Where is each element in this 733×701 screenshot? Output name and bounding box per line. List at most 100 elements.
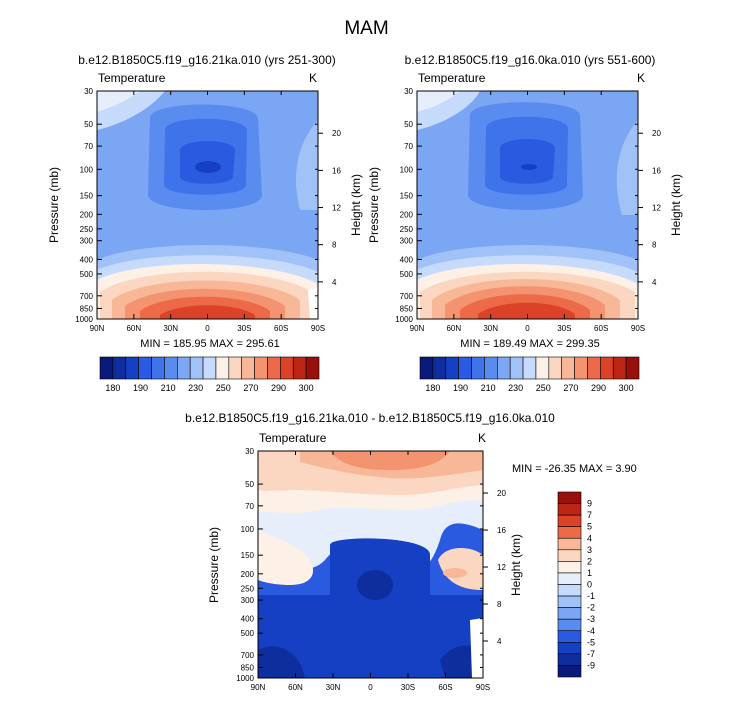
colorbar-label: -5 [587, 637, 595, 647]
y-tick-label: 70 [245, 502, 254, 511]
colorbar-label: 5 [587, 522, 592, 532]
colorbar-swatch [112, 356, 127, 380]
y-tick-label: 300 [400, 237, 414, 246]
colorbar-label: 3 [587, 545, 592, 555]
colorbar-swatch [557, 491, 582, 504]
y-tick-label: 30 [245, 447, 254, 456]
panel3-x-axis: 90N 60N 30N 0 30S 60S 90S [251, 451, 490, 692]
panel1-colorbar-labels: 180 190 210 230 250 270 290 300 [105, 383, 313, 393]
colorbar-swatch [557, 549, 582, 562]
x-tick-label: 90S [476, 683, 490, 692]
panel2-colorbar [419, 356, 640, 380]
panel1-y-axis: 30 50 70 100 150 200 250 300 400 500 700 850 1000 [75, 87, 318, 324]
panel1-fill-l8 [160, 305, 255, 319]
panel1-height-axis: 20 16 12 8 4 [318, 129, 341, 287]
y-tick-label: 850 [80, 304, 94, 313]
colorbar-swatch [189, 356, 204, 380]
y-tick-label: 250 [241, 584, 255, 593]
x-tick-label: 60N [126, 324, 141, 333]
colorbar-swatch [625, 356, 640, 380]
height-tick-label: 4 [652, 278, 657, 287]
colorbar-label: 190 [453, 383, 468, 393]
x-tick-label: 60N [288, 683, 303, 692]
colorbar-label: 180 [425, 383, 440, 393]
colorbar-swatch [557, 526, 582, 539]
panel2-fill-l8 [478, 302, 575, 319]
panel1-fill-cold-4 [195, 161, 221, 173]
panel2-x-axis: 90N 60N 30N 0 30S 60S 90S [410, 91, 645, 333]
x-tick-label: 90N [90, 324, 105, 333]
y-tick-label: 700 [241, 651, 255, 660]
height-tick-label: 12 [332, 204, 341, 213]
colorbar-label: 290 [271, 383, 286, 393]
colorbar-swatch [138, 356, 152, 380]
colorbar-swatch [557, 618, 582, 632]
height-tick-label: 20 [497, 489, 506, 498]
panel3: b.e12.B1850C5.f19_g16.21ka.010 - b.e12.B… [185, 411, 637, 692]
colorbar-swatch [215, 356, 230, 380]
panel3-fill-left-warm [258, 530, 314, 585]
colorbar-swatch [419, 356, 434, 380]
y-tick-label: 1000 [395, 315, 413, 324]
colorbar-swatch [484, 356, 498, 380]
colorbar-swatch [471, 356, 485, 380]
panel2: b.e12.B1850C5.f19_g16.0ka.010 (yrs 551-6… [367, 53, 683, 393]
y-tick-label: 300 [241, 596, 255, 605]
colorbar-label: -9 [587, 660, 595, 670]
colorbar-swatch [267, 356, 281, 380]
panel1: b.e12.B1850C5.f19_g16.21ka.010 (yrs 251-… [47, 53, 363, 393]
panel1-right-label: K [309, 71, 317, 85]
colorbar-swatch [280, 356, 294, 380]
height-tick-label: 16 [652, 166, 661, 175]
colorbar-swatch [557, 572, 582, 585]
x-tick-label: 30N [326, 683, 341, 692]
panel2-ylabel-right: Height (km) [669, 174, 683, 236]
y-tick-label: 150 [241, 551, 255, 560]
y-tick-label: 100 [400, 165, 414, 174]
panel3-fill-right-warm-2 [443, 568, 467, 578]
height-tick-label: 8 [497, 600, 502, 609]
y-tick-label: 100 [80, 165, 94, 174]
colorbar-swatch [587, 356, 601, 380]
colorbar-swatch [557, 665, 582, 678]
colorbar-swatch [151, 356, 165, 380]
panel3-fill-warm-4 [330, 451, 450, 470]
colorbar-label: 300 [619, 383, 634, 393]
colorbar-swatch [574, 356, 588, 380]
y-tick-label: 700 [400, 292, 414, 301]
panel1-ylabel: Pressure (mb) [47, 167, 61, 243]
panel1-fill-upper-left-2 [97, 91, 140, 112]
colorbar-swatch [292, 356, 307, 380]
colorbar-swatch [509, 356, 524, 380]
colorbar-swatch [432, 356, 447, 380]
y-tick-label: 700 [80, 292, 94, 301]
panel3-fill-missing [470, 618, 483, 678]
height-tick-label: 16 [332, 166, 341, 175]
colorbar-label: 270 [243, 383, 258, 393]
y-tick-label: 250 [400, 225, 414, 234]
panel1-left-label: Temperature [98, 71, 166, 85]
panel2-y-axis: 30 50 70 100 150 200 250 300 400 500 700 850 1000 [395, 87, 638, 324]
panel1-stats: MIN = 185.95 MAX = 295.61 [140, 338, 279, 350]
colorbar-label: 180 [105, 383, 120, 393]
colorbar-swatch [557, 537, 582, 551]
colorbar-label: 250 [536, 383, 551, 393]
colorbar-label: 230 [508, 383, 523, 393]
panel3-ylabel: Pressure (mb) [207, 527, 221, 603]
height-tick-label: 16 [497, 526, 506, 535]
colorbar-label: 210 [481, 383, 496, 393]
height-tick-label: 12 [497, 563, 506, 572]
colorbar-swatch [557, 595, 582, 608]
colorbar-swatch [202, 356, 217, 380]
y-tick-label: 400 [400, 255, 414, 264]
y-tick-label: 150 [80, 192, 94, 201]
x-tick-label: 0 [368, 683, 373, 692]
colorbar-swatch [548, 356, 563, 380]
y-tick-label: 300 [80, 237, 94, 246]
figure-title: MAM [344, 18, 389, 39]
colorbar-swatch [557, 514, 582, 527]
panel3-fill-lower-cold [258, 595, 483, 678]
y-tick-label: 850 [400, 304, 414, 313]
panel2-height-axis: 20 16 12 8 4 [638, 129, 661, 287]
y-tick-label: 100 [241, 525, 255, 534]
